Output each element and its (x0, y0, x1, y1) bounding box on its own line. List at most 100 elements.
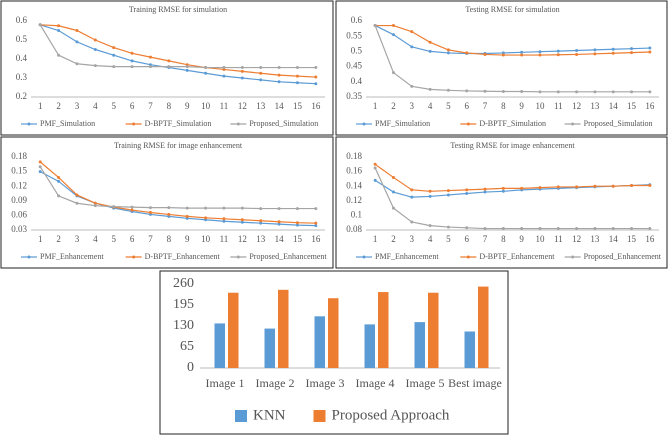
point (38, 170, 42, 174)
point (520, 227, 524, 231)
point (520, 50, 524, 54)
x-tick-label: 2 (56, 234, 61, 244)
series-line (40, 24, 316, 85)
point (93, 64, 97, 68)
point (465, 226, 469, 230)
point (295, 66, 299, 70)
bar (464, 331, 475, 368)
x-tick-label: 12 (238, 234, 247, 244)
point (259, 221, 263, 225)
x-tick-label: 12 (572, 234, 581, 244)
x-tick-label: 10 (201, 234, 211, 244)
point (428, 194, 432, 198)
x-tick-label: 2 (391, 101, 396, 111)
point (75, 40, 79, 44)
point (314, 224, 318, 228)
y-tick-label: 0.4 (351, 76, 363, 86)
bar (364, 324, 375, 368)
point (373, 166, 377, 170)
point (446, 88, 450, 92)
point (648, 183, 652, 187)
point (446, 51, 450, 55)
bar (278, 289, 289, 368)
x-tick-label: 2 (56, 101, 61, 111)
y-tick-label: 0.14 (346, 180, 362, 190)
point (75, 193, 79, 197)
y-tick-label: 130 (173, 318, 194, 333)
x-tick-label: 14 (609, 101, 619, 111)
point (259, 78, 263, 82)
point (575, 227, 579, 231)
point (611, 90, 615, 94)
x-tick-label: 6 (130, 234, 135, 244)
x-tick-label: 4 (93, 234, 98, 244)
legend-marker (27, 255, 31, 259)
point (593, 90, 597, 94)
legend-label: PMF_Simulation (40, 119, 95, 128)
point (410, 188, 414, 192)
y-tick-label: 0.09 (11, 195, 27, 205)
point (410, 220, 414, 224)
x-tick-label: 14 (275, 234, 285, 244)
y-tick-label: 0 (187, 360, 194, 375)
x-tick-label: 5 (111, 101, 116, 111)
y-tick-label: 0.16 (346, 166, 362, 176)
point (295, 74, 299, 78)
x-tick-label: 11 (220, 101, 229, 111)
x-tick-label: 4 (428, 101, 433, 111)
point (391, 206, 395, 210)
chart-title: Training RMSE for image enhancement (114, 141, 243, 150)
x-tick-label: Best image (448, 376, 502, 390)
bar (264, 328, 275, 368)
point (446, 193, 450, 197)
point (314, 207, 318, 211)
x-tick-label: 13 (256, 101, 266, 111)
legend-marker (362, 255, 366, 259)
series-line (374, 167, 650, 230)
x-tick-label: 11 (554, 234, 563, 244)
x-tick-label: 1 (373, 234, 378, 244)
y-tick-label: 0.6 (16, 15, 28, 25)
point (130, 205, 134, 209)
point (538, 53, 542, 57)
point (130, 208, 134, 212)
point (185, 68, 189, 72)
point (222, 74, 226, 78)
point (520, 53, 524, 57)
y-tick-label: 0.5 (351, 45, 363, 55)
point (38, 160, 42, 164)
x-tick-label: 3 (410, 234, 415, 244)
y-tick-label: 0.03 (11, 224, 27, 234)
chart-title: Training RMSE for simulation (129, 5, 227, 14)
y-tick-label: 0.6 (351, 15, 363, 25)
x-tick-label: 1 (38, 234, 43, 244)
chart-frame (335, 136, 668, 269)
point (112, 65, 116, 69)
bar (328, 298, 339, 368)
point (57, 29, 61, 32)
point (277, 73, 281, 77)
point (38, 23, 42, 27)
x-tick-label: 3 (75, 101, 80, 111)
point (57, 179, 61, 183)
point (465, 51, 469, 55)
x-tick-label: 15 (293, 234, 303, 244)
y-tick-label: 0.18 (11, 151, 27, 161)
point (295, 221, 299, 225)
point (465, 192, 469, 195)
x-tick-label: 14 (609, 234, 619, 244)
legend-label: Proposed_Enhancement (249, 252, 327, 261)
x-tick-label: 16 (311, 101, 321, 111)
point (538, 186, 542, 190)
point (277, 80, 281, 84)
legend-label: KNN (253, 407, 286, 423)
series-line (40, 24, 316, 78)
series-line (39, 24, 316, 69)
x-tick-label: 8 (167, 101, 172, 111)
point (483, 227, 487, 231)
x-tick-label: 8 (501, 234, 506, 244)
legend-label: D-BPTF_Simulation (479, 119, 546, 128)
point (185, 65, 189, 69)
chart-title: Testing RMSE for image enhancement (450, 141, 575, 150)
legend-label: Proposed_Simulation (249, 119, 318, 128)
